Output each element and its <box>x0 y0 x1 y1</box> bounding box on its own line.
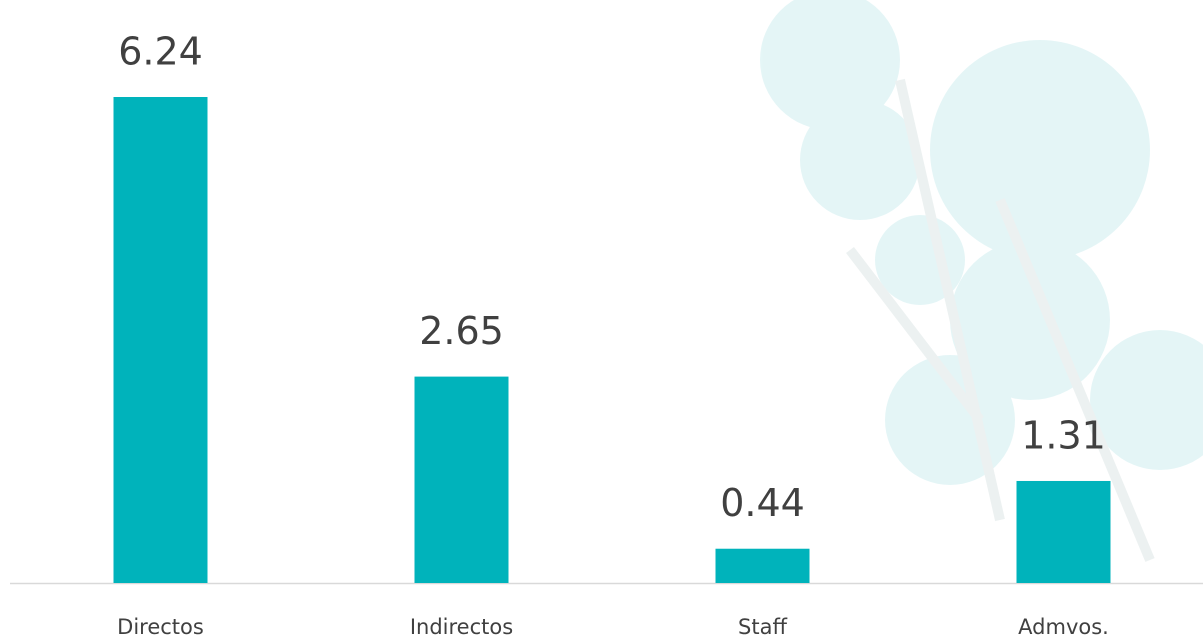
value-label: 6.24 <box>118 30 203 74</box>
value-label: 2.65 <box>419 309 504 353</box>
background-decoration <box>760 0 1203 562</box>
bar <box>113 97 208 583</box>
bar <box>715 548 810 583</box>
value-label: 1.31 <box>1021 413 1106 457</box>
bar <box>1016 480 1111 583</box>
x-tick-label: Indirectos <box>410 615 513 639</box>
x-tick-label: Directos <box>117 615 204 639</box>
value-label: 0.44 <box>720 481 805 525</box>
x-tick-label: Admvos. <box>1018 615 1109 639</box>
x-tick-label: Staff <box>738 615 787 639</box>
bar <box>414 376 509 583</box>
